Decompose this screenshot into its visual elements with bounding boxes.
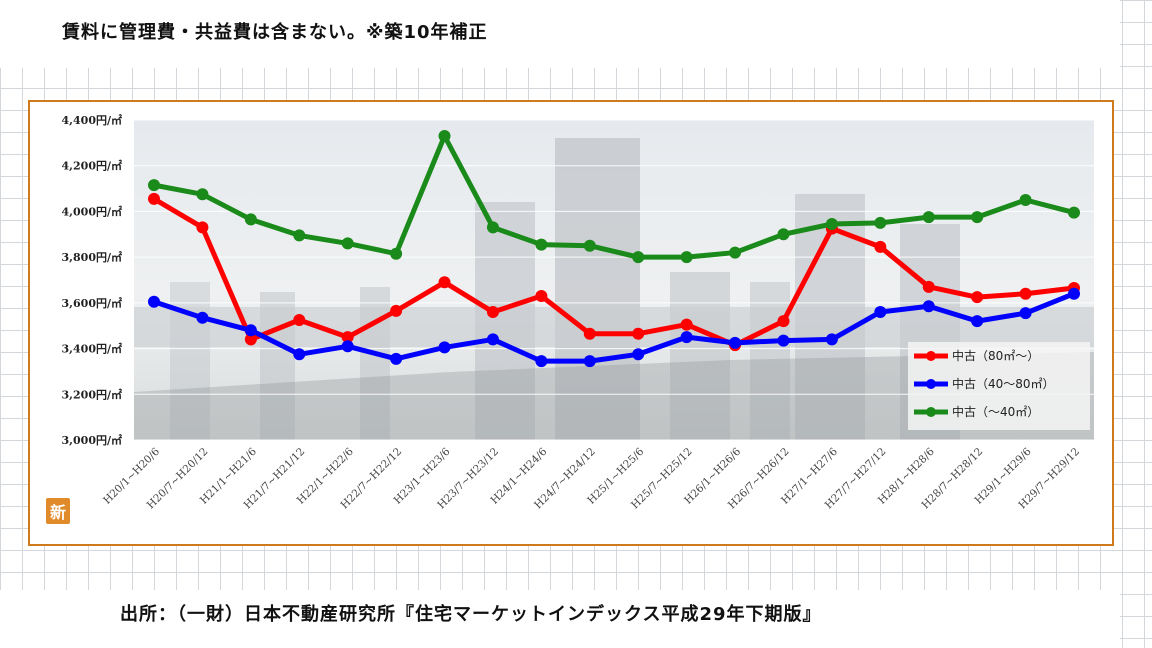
data-point bbox=[1019, 194, 1032, 206]
legend-label: 中古（80㎡～） bbox=[952, 348, 1039, 363]
data-point bbox=[293, 348, 306, 361]
series-1a8a1a bbox=[148, 130, 1080, 264]
data-point bbox=[535, 238, 548, 251]
data-point bbox=[535, 290, 548, 302]
data-point bbox=[922, 300, 935, 313]
y-tick-label: 3,400円/㎡ bbox=[62, 342, 122, 356]
data-point bbox=[293, 314, 306, 326]
legend-swatch-marker bbox=[926, 351, 936, 361]
y-tick-label: 4,000円/㎡ bbox=[62, 204, 122, 218]
rent-line-chart: 3,000円/㎡ 3,200円/㎡ 3,400円/㎡ 3,600円/㎡ 3,800円/㎡… bbox=[62, 113, 1094, 511]
data-point bbox=[680, 318, 693, 331]
y-tick-label: 3,800円/㎡ bbox=[62, 250, 122, 264]
y-tick-label: 3,000円/㎡ bbox=[62, 433, 122, 447]
data-point bbox=[874, 306, 887, 318]
footer-band bbox=[0, 590, 1120, 648]
riverbank-shape bbox=[134, 352, 1094, 440]
data-point bbox=[825, 333, 838, 346]
data-point bbox=[196, 188, 209, 201]
data-point bbox=[922, 211, 935, 224]
y-tick-label: 3,200円/㎡ bbox=[62, 387, 122, 401]
data-point bbox=[486, 221, 499, 234]
data-point bbox=[341, 237, 354, 250]
legend: 中古（80㎡～） 中古（40～80㎡） 中古（～40㎡） bbox=[908, 342, 1090, 430]
data-point bbox=[777, 315, 790, 328]
data-point bbox=[729, 336, 742, 349]
series-group bbox=[148, 130, 1080, 368]
series-line bbox=[151, 291, 1077, 364]
data-point bbox=[922, 280, 935, 293]
data-point bbox=[244, 333, 257, 346]
data-point bbox=[341, 331, 354, 344]
data-point bbox=[971, 291, 984, 304]
data-point bbox=[486, 306, 499, 318]
source-citation: 出所：（一財）日本不動産研究所『住宅マーケットインデックス平成29年下期版』 bbox=[120, 604, 822, 625]
data-point bbox=[729, 246, 742, 259]
data-point bbox=[148, 179, 160, 192]
series-0000ff bbox=[148, 287, 1080, 368]
plot-background-photo bbox=[134, 120, 1094, 440]
x-axis: H20/1~H20/6H20/7~H20/12H21/1~H21/6H21/7~… bbox=[101, 445, 1082, 511]
data-point bbox=[777, 228, 790, 241]
data-point bbox=[632, 348, 645, 361]
legend-swatch-marker bbox=[926, 379, 936, 389]
data-point bbox=[148, 295, 160, 308]
chart-note: 賃料に管理費・共益費は含まない。※築10年補正 bbox=[62, 22, 488, 43]
new-badge-icon: 新 bbox=[46, 498, 70, 524]
data-point bbox=[971, 315, 984, 328]
data-point bbox=[438, 341, 451, 354]
data-point bbox=[583, 327, 596, 340]
legend-swatch-marker bbox=[926, 407, 936, 417]
data-point bbox=[244, 324, 257, 337]
data-point bbox=[825, 218, 838, 230]
series-line bbox=[151, 196, 1077, 348]
data-point bbox=[1019, 307, 1032, 320]
data-point bbox=[632, 251, 645, 264]
legend-label: 中古（40～80㎡） bbox=[952, 376, 1055, 391]
y-tick-label: 4,200円/㎡ bbox=[62, 159, 122, 173]
y-axis: 3,000円/㎡ 3,200円/㎡ 3,400円/㎡ 3,600円/㎡ 3,800円/㎡… bbox=[62, 113, 122, 447]
data-point bbox=[486, 333, 499, 346]
data-point bbox=[680, 331, 693, 344]
data-point bbox=[971, 211, 984, 224]
data-point bbox=[777, 334, 790, 347]
data-point bbox=[1068, 287, 1080, 300]
data-point bbox=[341, 340, 354, 353]
y-tick-label: 3,600円/㎡ bbox=[62, 296, 122, 310]
chart-frame: 3,000円/㎡ 3,200円/㎡ 3,400円/㎡ 3,600円/㎡ 3,800円/㎡… bbox=[28, 100, 1114, 546]
data-point bbox=[390, 352, 403, 365]
building-shape bbox=[555, 138, 640, 440]
data-point bbox=[583, 239, 596, 252]
data-point bbox=[1019, 287, 1032, 300]
data-point bbox=[874, 216, 887, 229]
data-point bbox=[244, 213, 257, 226]
data-point bbox=[874, 240, 887, 253]
data-point bbox=[196, 221, 209, 234]
series-line bbox=[151, 133, 1077, 260]
data-point bbox=[390, 247, 403, 260]
data-point bbox=[148, 192, 160, 205]
data-point bbox=[196, 311, 209, 324]
data-point bbox=[583, 355, 596, 368]
data-point bbox=[632, 327, 645, 340]
legend-label: 中古（～40㎡） bbox=[952, 404, 1039, 419]
data-point bbox=[1068, 206, 1080, 219]
data-point bbox=[438, 276, 451, 289]
header-band bbox=[0, 0, 1120, 68]
series-ff0000 bbox=[148, 192, 1080, 352]
data-point bbox=[293, 229, 306, 242]
y-tick-label: 4,400円/㎡ bbox=[62, 113, 122, 127]
data-point bbox=[438, 130, 451, 142]
river-band bbox=[134, 307, 1094, 347]
data-point bbox=[680, 251, 693, 264]
data-point bbox=[390, 304, 403, 317]
data-point bbox=[535, 355, 548, 368]
building-shape bbox=[670, 272, 730, 440]
